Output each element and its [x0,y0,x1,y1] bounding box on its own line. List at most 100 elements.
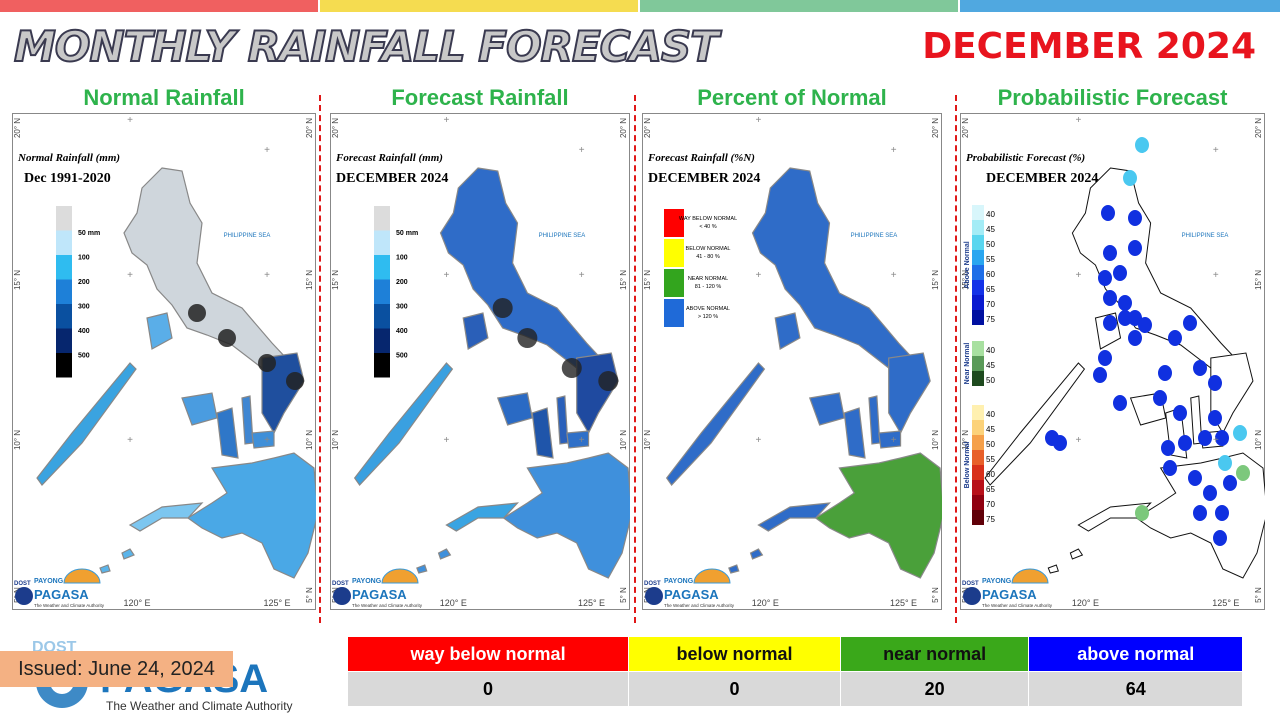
station-dot [1045,430,1059,446]
map-panel: + + + + + +20° N 20° N 15° N 15° N 10° N 10° N 5° N… [960,113,1265,610]
legend-label: 500 [396,353,408,360]
legend-group: Above Normal [964,241,971,289]
station-dot [1138,317,1152,333]
legend-swatch [972,371,984,386]
latitude-label: 10° N [961,430,970,450]
station-dot [1168,330,1182,346]
legend-swatch [972,465,984,480]
logo-umbrella [1011,568,1049,584]
legend-swatch [374,279,390,304]
station-dot [1093,367,1107,383]
legend-swatch [374,328,390,353]
island [665,362,766,486]
island [1077,502,1152,532]
map-shade [598,371,619,391]
latitude-label: 5° N [931,587,940,603]
latitude-label: 10° N [331,430,340,450]
legend-label: 75 [986,315,995,324]
table-header: above normal [1028,636,1243,672]
legend-label: 50 [986,376,995,385]
grid-cross: + [1075,270,1081,281]
station-dot [1113,265,1127,281]
island [531,407,554,459]
issued-date: Issued: June 24, 2024 [0,651,233,687]
legend-swatch [374,206,390,231]
island [36,362,137,486]
map-panel: + + + + + +20° N 20° N 15° N 15° N 10° N 10° N 5° N… [330,113,630,610]
legend-swatch [972,295,984,310]
island [99,564,111,574]
island [814,452,942,579]
grid-cross: + [1213,270,1219,281]
latitude-label: 15° N [643,270,652,290]
map-shade [258,354,276,372]
map-subtitle: DECEMBER 2024 [648,171,760,186]
legend-swatch [56,255,72,280]
legend-label: NEAR NORMAL [688,276,728,282]
island [146,312,173,350]
station-dot [1128,330,1142,346]
legend-swatch [972,265,984,280]
legend-label: WAY BELOW NORMAL [679,216,737,222]
separator [955,95,957,623]
table-cell: 64 [1028,671,1243,707]
island [1047,564,1059,574]
grid-cross: + [444,115,450,126]
latitude-label: 15° N [1254,270,1263,290]
legend-label: 50 mm [78,230,100,237]
table-cell: 20 [839,671,1030,707]
logo-payong: PAYONG [352,578,382,585]
island [416,564,428,574]
map-panel: + + + + + +20° N 20° N 15° N 15° N 10° N 10° N 5° N… [642,113,942,610]
island [502,452,630,579]
legend-label: 300 [396,304,408,311]
legend-label: 65 [986,285,995,294]
grid-cross: + [1213,435,1219,446]
legend-swatch [972,450,984,465]
legend-label: 40 [986,210,995,219]
count-table: way below normal below normal near norma… [346,636,1243,707]
station-dot [1098,350,1112,366]
top-stripe [960,0,1280,12]
station-dot [1098,270,1112,286]
map-subtitle: Dec 1991-2020 [24,171,111,186]
top-stripe [0,0,318,12]
station-dot [1113,395,1127,411]
logo-name: PAGASA [34,587,89,602]
logo-dost: DOST [332,581,349,587]
legend-label: 45 [986,361,995,370]
station-dot [1163,460,1177,476]
island [437,548,452,560]
grid-cross: + [756,435,762,446]
station-dot [1128,210,1142,226]
station-dot [1128,310,1142,326]
latitude-label: 10° N [1254,430,1263,450]
logo-tagline: The Weather and Climate Authority [982,603,1053,608]
separator [634,95,636,623]
separator [319,95,321,623]
station-dot [1118,310,1132,326]
station-dot [1213,530,1227,546]
grid-cross: + [444,270,450,281]
grid-cross: + [756,115,762,126]
latitude-label: 5° N [1254,587,1263,603]
logo-tagline: The Weather and Climate Authority [352,603,423,608]
table-header: below normal [628,636,841,672]
legend-swatch [972,356,984,371]
grid-cross: + [127,115,133,126]
station-dot [1218,455,1232,471]
grid-cross: + [444,435,450,446]
sea-label: PHILIPPINE SEA [851,233,898,239]
logo-umbrella [381,568,419,584]
latitude-label: 15° N [961,270,970,290]
island [439,167,617,394]
latitude-label: 20° N [619,118,628,138]
legend-swatch [56,279,72,304]
legend-swatch [664,269,684,297]
legend-swatch [972,250,984,265]
logo-mark [15,587,33,605]
station-dot [1103,245,1117,261]
legend-swatch [56,206,72,231]
station-dot [1173,405,1187,421]
table-cell: 0 [628,671,841,707]
